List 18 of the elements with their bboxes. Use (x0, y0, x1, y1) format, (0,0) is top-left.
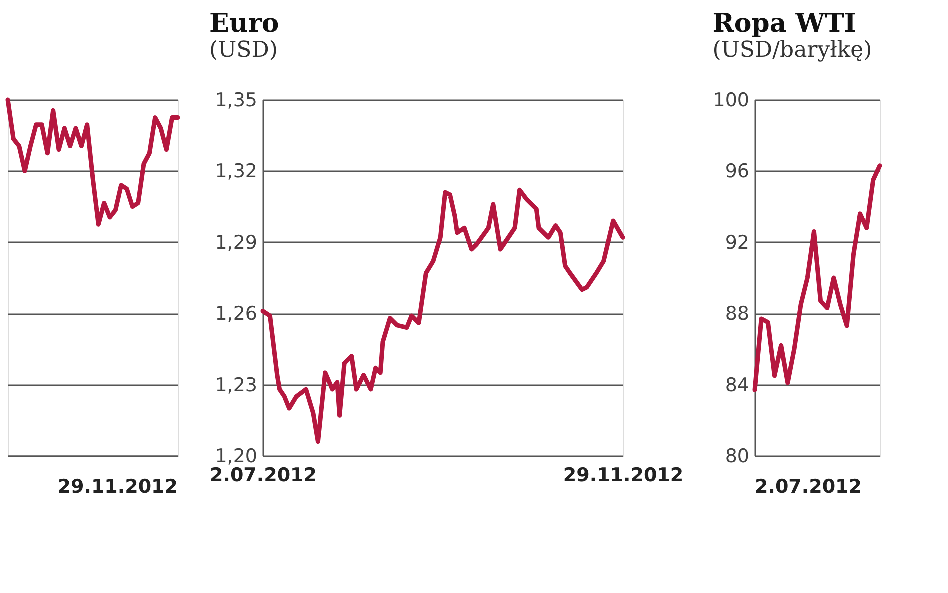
y-tick-label: 80 (725, 446, 750, 468)
y-tick-label: 100 (713, 90, 750, 112)
y-tick-label: 84 (725, 374, 750, 396)
chart-subtitle: (USD) (210, 38, 278, 63)
y-tick-label: 92 (725, 232, 750, 254)
chart-title: Euro (210, 9, 280, 39)
y-tick-label: 1,32 (215, 160, 258, 183)
y-tick-label: 1,23 (215, 374, 258, 396)
y-tick-label: 88 (725, 303, 750, 326)
y-tick-label: 1,20 (215, 446, 258, 468)
line-series (260, 188, 626, 444)
y-tick-label: 1,26 (215, 303, 258, 326)
y-tick-label: 1,29 (215, 232, 258, 254)
chart-subtitle: (USD/baryłkę) (712, 38, 872, 63)
line-series (752, 164, 882, 392)
chart-title: Ropa WTI (712, 9, 856, 39)
y-tick-label: 1,35 (215, 90, 258, 112)
y-tick-label: 96 (725, 160, 750, 183)
